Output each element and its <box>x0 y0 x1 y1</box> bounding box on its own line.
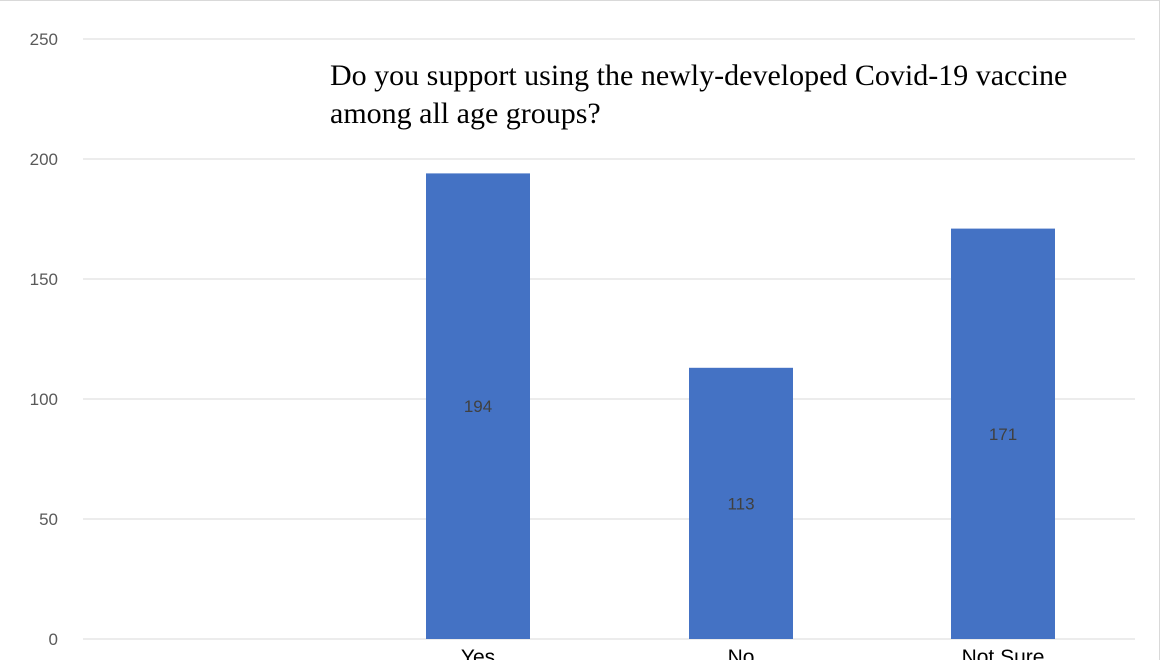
bar-yes <box>426 173 530 639</box>
y-tick-label: 200 <box>30 150 58 169</box>
chart-title: Do you support using the newly-developed… <box>330 59 1068 130</box>
bar-not-sure <box>951 228 1055 639</box>
x-category-label: No <box>728 646 755 660</box>
data-label: 113 <box>727 494 754 513</box>
y-tick-label: 0 <box>49 630 58 649</box>
data-label: 194 <box>464 397 492 416</box>
data-label: 171 <box>989 425 1017 444</box>
y-tick-label: 250 <box>30 30 58 49</box>
x-category-label: Yes <box>461 646 495 660</box>
bar-no <box>689 367 793 639</box>
y-tick-label: 150 <box>30 270 58 289</box>
y-tick-label: 50 <box>39 510 58 529</box>
x-category-label: Not Sure <box>962 646 1045 660</box>
y-tick-label: 100 <box>30 390 58 409</box>
